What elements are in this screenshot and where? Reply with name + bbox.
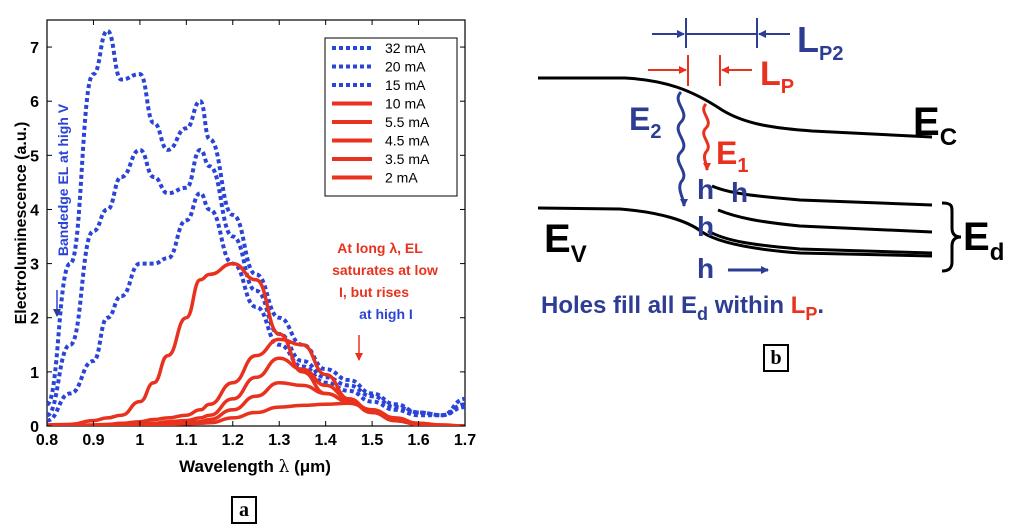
series-line-2 [47,191,465,423]
legend-label-5: 4.5 mA [385,133,430,149]
e1-label: E1 [716,135,748,177]
conduction-band-line [538,76,933,139]
y-tick-label: 2 [30,311,39,328]
series-line-1 [47,147,465,418]
legend: 32 mA 20 mA 15 mA 10 mA 5.5 mA 4.5 mA 3.5 mA 2 … [324,37,458,197]
legend-label-6: 3.5 mA [385,151,430,167]
annotation-red-line-1: At long λ, EL [337,240,423,256]
x-axis-title: Wavelength λ (μm) [179,457,331,477]
hole-1: h [697,174,714,205]
lp-label: LP [760,55,794,98]
x-tick-label: 0.8 [36,432,58,449]
defect-level-1 [711,184,933,207]
series-layer [47,28,465,426]
defect-level-3 [707,229,933,255]
y-tick-label: 6 [30,94,39,111]
x-tick-label: 0.9 [82,432,104,449]
x-tick-label: 1.1 [175,432,197,449]
annotation-blue-line-1: at high I [359,306,413,322]
x-tick-label: 1.6 [407,432,429,449]
hole-3: h [697,211,714,242]
hole-4: h [697,253,714,284]
y-tick-label: 4 [30,202,39,219]
legend-box [324,37,458,197]
ev-label: EV [544,217,587,268]
valence-band-line [537,206,933,258]
y-tick-label: 7 [30,40,39,57]
series-line-0 [47,28,465,418]
e2-label: E2 [629,101,661,143]
legend-label-3: 10 mA [385,96,426,112]
legend-label-4: 5.5 mA [385,114,430,130]
diagram-caption: Holes fill all Ed within LP. [541,292,824,324]
tick-layer: 0.8 0.9 1 1.1 1.2 1.3 1.4 1.5 1.6 1.7 0 1 2 3 4 5 6 7 [30,20,476,449]
lp2-label: LP2 [797,19,843,65]
panel-label-a: a [231,496,257,524]
y-tick-label: 0 [30,419,39,436]
y-axis-title: Electroluminescence (a.u.) [13,122,30,325]
defect-level-2 [717,208,933,234]
x-tick-label: 1.3 [268,432,290,449]
x-tick-label: 1.5 [361,432,383,449]
series-line-7 [47,401,465,426]
legend-label-2: 15 mA [385,77,426,93]
legend-label-1: 20 mA [385,59,426,75]
y-tick-label: 3 [30,257,39,274]
e2-transition-arrow [676,90,688,207]
ec-label: EC [913,100,957,151]
x-tick-label: 1.2 [222,432,244,449]
chart-panel-a: 0.8 0.9 1 1.1 1.2 1.3 1.4 1.5 1.6 1.7 0 1 2 3 4 5 6 7 Ele… [13,19,476,477]
x-tick-label: 1.7 [454,432,476,449]
e1-transition-arrow [702,102,711,171]
band-diagram-panel-b: LP2 LP E2 E1 EC EV Ed h h h h Holes fill… [537,18,1004,324]
x-tick-label: 1.4 [315,432,337,449]
y-tick-label: 5 [30,148,39,165]
legend-label-0: 32 mA [385,40,426,56]
annotation-red-line-3: I, but rises [339,284,409,300]
y-tick-label: 1 [30,365,39,382]
annotation-red-line-2: saturates at low [332,262,438,278]
hole-2: h [731,177,748,208]
annotation-bandedge: Bandedge EL at high V [55,103,71,256]
panel-label-b: b [763,344,789,372]
x-tick-label: 1 [135,432,144,449]
ed-label: Ed [963,215,1004,266]
legend-label-7: 2 mA [385,170,418,186]
ed-bracket [941,201,962,273]
